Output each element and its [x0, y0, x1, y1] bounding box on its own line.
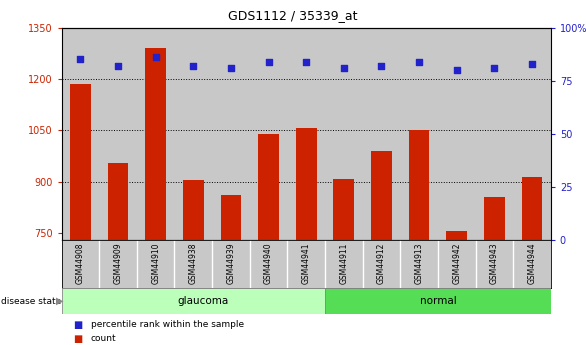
Point — [189, 63, 198, 69]
Text: GSM44911: GSM44911 — [339, 242, 348, 284]
Bar — [409, 130, 430, 345]
Point — [264, 59, 273, 64]
Point — [151, 55, 161, 60]
Bar — [108, 163, 128, 345]
Bar — [62, 28, 99, 240]
Text: GSM44913: GSM44913 — [415, 242, 424, 284]
Bar — [400, 28, 438, 240]
Bar — [371, 151, 392, 345]
Bar — [137, 28, 175, 240]
Point — [226, 65, 236, 71]
Point — [113, 63, 122, 69]
Bar — [70, 84, 91, 345]
Point — [301, 59, 311, 64]
Bar — [258, 134, 279, 345]
Text: ▶: ▶ — [56, 296, 64, 306]
Point — [339, 65, 349, 71]
Point — [377, 63, 386, 69]
Text: GSM44943: GSM44943 — [490, 242, 499, 284]
Bar — [212, 28, 250, 240]
Bar — [447, 231, 467, 345]
Bar — [522, 177, 543, 345]
Text: GSM44912: GSM44912 — [377, 242, 386, 284]
Text: GSM44940: GSM44940 — [264, 242, 273, 284]
Text: ■: ■ — [73, 320, 83, 330]
Text: GSM44938: GSM44938 — [189, 242, 197, 284]
Bar — [484, 197, 505, 345]
Text: GSM44908: GSM44908 — [76, 242, 85, 284]
Text: glaucoma: glaucoma — [177, 296, 229, 306]
Text: GSM44910: GSM44910 — [151, 242, 160, 284]
Text: count: count — [91, 334, 117, 343]
Text: GSM44941: GSM44941 — [302, 242, 311, 284]
Point — [490, 65, 499, 71]
Bar — [145, 48, 166, 345]
Text: ■: ■ — [73, 334, 83, 344]
Text: disease state: disease state — [1, 296, 62, 306]
Text: GDS1112 / 35339_at: GDS1112 / 35339_at — [229, 9, 357, 22]
Bar — [476, 28, 513, 240]
Bar — [183, 180, 203, 345]
Text: GSM44942: GSM44942 — [452, 242, 461, 284]
Point — [76, 57, 85, 62]
Text: GSM44944: GSM44944 — [527, 242, 537, 284]
Bar — [175, 28, 212, 240]
Bar — [287, 28, 325, 240]
Bar — [250, 28, 287, 240]
Point — [414, 59, 424, 64]
Bar — [99, 28, 137, 240]
Bar — [513, 28, 551, 240]
Point — [452, 67, 461, 73]
Bar — [296, 128, 316, 345]
Text: percentile rank within the sample: percentile rank within the sample — [91, 321, 244, 329]
Bar — [220, 195, 241, 345]
Bar — [438, 28, 476, 240]
Text: GSM44939: GSM44939 — [226, 242, 236, 284]
Point — [527, 61, 537, 67]
Bar — [363, 28, 400, 240]
Bar — [62, 288, 325, 314]
Bar — [325, 28, 363, 240]
Text: normal: normal — [420, 296, 456, 306]
Bar — [333, 179, 354, 345]
Bar — [325, 288, 551, 314]
Text: GSM44909: GSM44909 — [114, 242, 122, 284]
